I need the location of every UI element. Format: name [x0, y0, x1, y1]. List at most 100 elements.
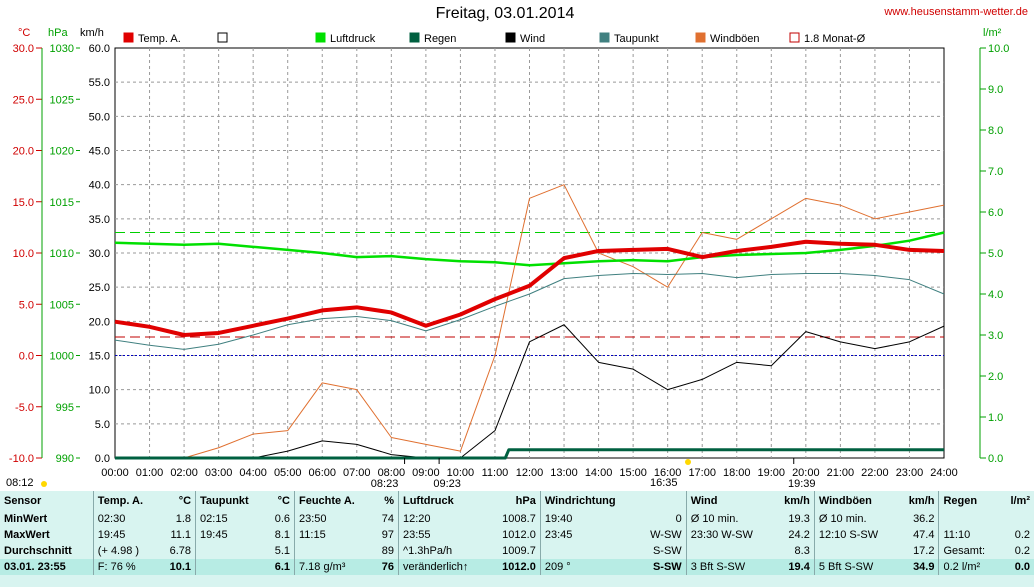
pressure-axis-tick: 1030 — [50, 43, 74, 55]
weather-chart: 00:00 01:00 02:00 03:00 04:00 05:00 06:00 07:00… — [9, 27, 1010, 490]
stats-cell: S-SW — [652, 545, 682, 557]
pressure-axis-tick: 995 — [56, 402, 74, 414]
temp-axis-tick: 25.0 — [13, 94, 34, 106]
stats-cell: 11:10 — [938, 527, 1001, 543]
x-tick-label: 20:00 — [792, 467, 820, 479]
stats-cell: Windrichtung — [539, 491, 638, 511]
stats-cell: 0.2 — [1014, 529, 1030, 541]
site-link[interactable]: www.heusenstamm-wetter.de — [884, 6, 1028, 18]
x-tick-label: 14:00 — [585, 467, 613, 479]
stats-cell: Regen — [938, 491, 1001, 511]
wind-axis-tick: 30.0 — [89, 248, 110, 260]
rain-axis-tick: 2.0 — [988, 371, 1003, 383]
x-tick-label: 23:00 — [896, 467, 924, 479]
stats-cell: km/h — [784, 495, 810, 507]
rain-axis-tick: 4.0 — [988, 289, 1003, 301]
stats-cell — [195, 543, 266, 559]
legend-label: Windböen — [710, 33, 760, 45]
legend-label: Wind — [520, 33, 545, 45]
stats-cell: 0.2 l/m² — [938, 559, 1001, 575]
stats-cell: 23:55 — [397, 527, 489, 543]
pressure-unit-label: hPa — [48, 27, 68, 39]
stats-cell: 23:45 — [539, 527, 638, 543]
stats-cell: l/m² — [1010, 495, 1030, 507]
stats-cell: 97 — [381, 529, 394, 541]
pressure-axis-tick: 1005 — [50, 299, 74, 311]
pressure-axis-tick: 1000 — [50, 351, 74, 363]
sunrise-time: 08:12 — [6, 477, 34, 489]
stats-cell: 3 Bft S-SW — [685, 559, 773, 575]
series-dewpoint — [114, 273, 945, 350]
wind-axis-tick: 20.0 — [89, 316, 110, 328]
legend-label: Luftdruck — [330, 33, 376, 45]
stats-cell: % — [384, 495, 394, 507]
stats-cell: 02:30 — [92, 511, 159, 527]
stats-cell: Temp. A. — [92, 491, 159, 511]
stats-cell: 19:45 — [92, 527, 159, 543]
legend-label: 1.8 Monat-Ø — [804, 33, 866, 45]
stats-cell: 23:30 W-SW — [685, 527, 773, 543]
stats-cell: hPa — [515, 495, 536, 507]
stats-cell: 5 Bft S-SW — [813, 559, 898, 575]
stats-cell: 34.9 — [897, 559, 939, 575]
x-tick-label: 10:00 — [447, 467, 475, 479]
rain-axis-tick: 10.0 — [988, 43, 1009, 55]
stats-cell: 19.3 — [788, 513, 810, 525]
temp-axis-tick: 30.0 — [13, 43, 34, 55]
stats-cell — [294, 543, 374, 559]
stats-cell: 17.2 — [913, 545, 935, 557]
stats-cell: 0.2 — [1014, 545, 1030, 557]
stats-cell: 8.3 — [794, 545, 810, 557]
stats-cell: Ø 10 min. — [685, 511, 773, 527]
stats-row: MaxWert 19:45 11.1 19:45 8.1 11:15 97 23:55 1012… — [0, 527, 1034, 543]
pressure-axis-tick: 990 — [56, 453, 74, 465]
temp-axis-tick: 0.0 — [19, 351, 34, 363]
stats-cell: 02:15 — [195, 511, 266, 527]
sunrise-icon — [41, 481, 47, 487]
x-tick-label: 15:00 — [619, 467, 647, 479]
x-tick-label: 12:00 — [516, 467, 544, 479]
temp-unit-label: °C — [18, 27, 30, 39]
wind-axis-tick: 60.0 — [89, 43, 110, 55]
x-tick-label: 22:00 — [861, 467, 889, 479]
stats-cell: 5.1 — [274, 545, 290, 557]
stats-cell: 74 — [381, 513, 394, 525]
stats-cell — [1000, 511, 1034, 527]
x-tick-label: 08:00 — [378, 467, 406, 479]
wind-axis-tick: 10.0 — [89, 385, 110, 397]
stats-cell: 209 ° — [539, 559, 638, 575]
x-tick-label: 18:00 — [723, 467, 751, 479]
stats-cell — [685, 543, 773, 559]
stats-cell: 24.2 — [788, 529, 810, 541]
stats-cell: 6.78 — [169, 545, 192, 557]
stats-cell: 19:40 — [539, 511, 638, 527]
temp-axis-tick: 15.0 — [13, 197, 34, 209]
stats-cell: 47.4 — [913, 529, 935, 541]
x-tick-label: 24:00 — [930, 467, 958, 479]
stats-cell: F: 76 % — [92, 559, 159, 575]
stats-row: Durchschnitt (+ 4.98 ) 6.78 5.1 89 ^1.3hPa/h 1… — [0, 543, 1034, 559]
empty-square-icon — [217, 32, 228, 43]
stats-cell: Taupunkt — [195, 491, 266, 511]
sunset-time: 16:35 — [650, 477, 678, 489]
pressure-axis-tick: 1010 — [50, 248, 74, 260]
wind-axis-tick: 45.0 — [89, 146, 110, 158]
rain-axis-tick: 5.0 — [988, 248, 1003, 260]
series-temperature — [114, 239, 945, 337]
x-tick-label: 07:00 — [343, 467, 371, 479]
pressure-axis-tick: 1015 — [50, 197, 74, 209]
legend-label: Temp. A. — [138, 33, 181, 45]
legend-label: Regen — [424, 33, 456, 45]
wind-axis-tick: 0.0 — [95, 453, 110, 465]
stats-table: Sensor Temp. A. °C Taupunkt °C Feuchte A.% Luf… — [0, 491, 1034, 587]
wind-axis-tick: 25.0 — [89, 282, 110, 294]
rain-unit-label: l/m² — [983, 27, 1002, 39]
stats-cell: 1008.7 — [502, 513, 536, 525]
stats-cell: 1012.0 — [488, 559, 541, 575]
pressure-axis-tick: 1020 — [50, 146, 74, 158]
stats-row: 03.01. 23:55 F: 76 % 10.1 6.1 7.18 g/m³ 76 ver… — [0, 559, 1034, 575]
wind-unit-label: km/h — [80, 27, 104, 39]
stats-cell: 0 — [675, 513, 682, 525]
temp-axis-tick: 20.0 — [13, 146, 34, 158]
stats-cell: °C — [178, 495, 192, 507]
